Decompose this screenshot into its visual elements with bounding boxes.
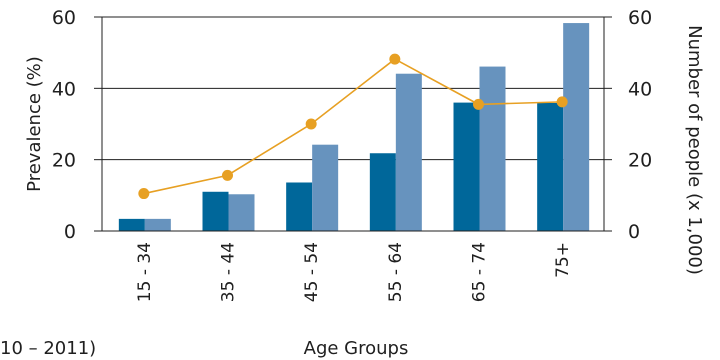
x-category-label: 15 - 34 <box>135 242 155 302</box>
y2-axis-ticks: 0 20 40 60 <box>604 7 652 243</box>
y2-tick-label: 40 <box>628 78 652 100</box>
bar-people <box>312 144 339 231</box>
bar-prevalence <box>202 191 229 231</box>
bar-prevalence <box>286 182 313 231</box>
bar-people <box>144 218 171 231</box>
x-category-label: 75+ <box>553 242 573 278</box>
line-point <box>222 169 233 181</box>
y2-tick-label: 20 <box>628 150 652 172</box>
bar-prevalence <box>118 218 145 231</box>
footnote: 10 – 2011) <box>0 338 96 359</box>
x-category-label: 45 - 54 <box>302 242 322 302</box>
bar-prevalence <box>369 153 396 231</box>
bar-prevalence <box>453 102 480 231</box>
y-tick-label: 40 <box>52 78 76 100</box>
bar-people <box>395 73 422 232</box>
y-axis-label: Prevalence (%) <box>24 56 45 192</box>
axes <box>94 17 612 232</box>
bar-people <box>563 23 590 231</box>
line-point <box>305 118 317 130</box>
bar-people <box>228 194 255 231</box>
x-category-label: 35 - 44 <box>219 242 239 302</box>
line-point <box>556 96 568 108</box>
series-line <box>143 58 563 195</box>
y-tick-label: 0 <box>64 221 76 243</box>
gridlines <box>102 16 604 161</box>
line-point <box>389 53 401 65</box>
y-tick-label: 20 <box>52 150 76 172</box>
line-point <box>473 98 484 110</box>
bar-prevalence <box>537 102 564 231</box>
x-category-label: 65 - 74 <box>470 242 490 302</box>
x-category-label: 55 - 64 <box>386 242 406 302</box>
x-axis-label: Age Groups <box>304 338 409 359</box>
y2-tick-label: 60 <box>628 7 652 29</box>
y2-axis-label: Number of people (x 1,000) <box>684 25 705 275</box>
y-axis-ticks: 0 20 40 60 <box>52 7 102 243</box>
line-point <box>138 188 150 200</box>
bar-people <box>479 66 506 232</box>
x-axis-categories: 15 - 34 35 - 44 45 - 54 55 - 64 65 - 74 75+ <box>135 242 573 302</box>
line-series <box>138 53 568 200</box>
bars <box>118 23 590 232</box>
y2-tick-label: 0 <box>628 221 640 243</box>
y-tick-label: 60 <box>52 7 76 29</box>
